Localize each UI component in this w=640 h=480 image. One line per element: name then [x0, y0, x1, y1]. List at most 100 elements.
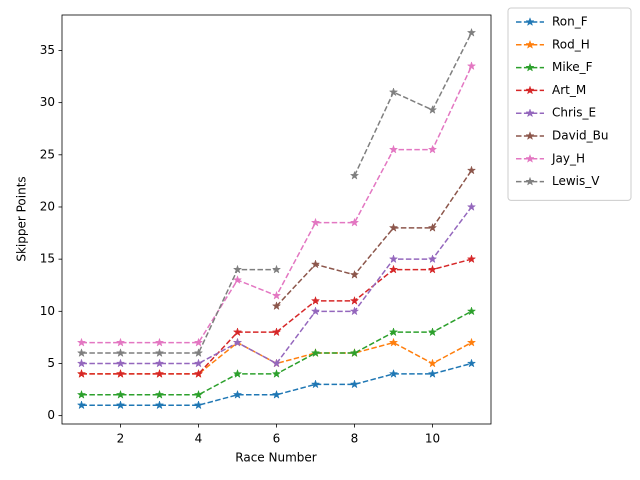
x-tick-label: 8 [351, 432, 359, 446]
y-tick-label: 30 [40, 95, 55, 109]
point-marker [115, 348, 126, 358]
point-marker [76, 389, 87, 399]
point-marker [232, 264, 243, 274]
point-marker [427, 254, 438, 264]
legend-label: David_Bu [552, 129, 608, 143]
x-tick-label: 2 [117, 432, 125, 446]
point-marker [193, 400, 204, 410]
point-marker [466, 202, 477, 211]
point-marker [115, 400, 126, 410]
legend-label: Rod_H [552, 37, 590, 51]
point-marker [115, 389, 126, 399]
point-marker [388, 337, 399, 347]
point-marker [271, 301, 282, 311]
y-tick-label: 15 [40, 252, 55, 266]
point-marker [427, 358, 438, 368]
point-marker [466, 358, 477, 368]
series-line [275, 170, 473, 307]
point-marker [388, 264, 399, 274]
point-marker [154, 358, 165, 368]
point-marker [193, 389, 204, 399]
point-marker [193, 348, 204, 358]
point-marker [466, 61, 477, 71]
point-marker [349, 269, 360, 279]
point-marker [388, 144, 399, 154]
legend-label: Ron_F [552, 15, 588, 29]
x-tick-label: 4 [195, 432, 203, 446]
point-marker [232, 275, 243, 285]
legend-label: Mike_F [552, 60, 593, 74]
point-marker [232, 389, 243, 399]
point-marker [115, 358, 126, 368]
legend: Ron_F Rod_H Mike_F Art_M Chris_E David_Bu Jay_… [507, 7, 632, 201]
point-marker [115, 368, 126, 378]
point-marker [271, 358, 282, 368]
series-line [81, 32, 473, 354]
point-marker [310, 217, 321, 227]
point-marker [349, 306, 360, 316]
x-axis-label: Race Number [235, 451, 316, 465]
legend-label: Chris_E [552, 106, 596, 120]
point-marker [388, 254, 399, 264]
legend-marker [525, 108, 535, 118]
point-marker [427, 104, 438, 114]
y-axis-label: Skipper Points [15, 176, 29, 261]
legend-label: Lewis_V [552, 174, 600, 188]
point-marker [427, 222, 438, 232]
point-marker [427, 144, 438, 154]
point-marker [271, 368, 282, 378]
y-tick-label: 20 [40, 199, 55, 213]
legend-marker [525, 62, 535, 72]
point-marker [232, 327, 243, 337]
point-marker [193, 358, 204, 368]
point-marker [193, 368, 204, 378]
point-marker [271, 389, 282, 399]
point-marker [349, 295, 360, 305]
y-tick-label: 35 [40, 43, 55, 57]
point-marker [310, 259, 321, 269]
point-marker [76, 400, 87, 410]
x-tick-label: 10 [425, 432, 440, 446]
point-marker [349, 348, 360, 358]
axes-frame [61, 14, 492, 425]
point-marker [466, 165, 477, 175]
legend-marker [525, 176, 535, 186]
point-marker [76, 358, 87, 368]
point-marker [232, 368, 243, 378]
y-tick-label: 5 [47, 356, 55, 370]
series-line [81, 258, 472, 375]
x-tick-label: 6 [273, 432, 281, 446]
point-marker [76, 348, 87, 358]
point-marker [349, 217, 360, 227]
point-marker [271, 327, 282, 337]
series-line [81, 362, 472, 406]
point-marker [427, 327, 438, 337]
point-marker [271, 290, 282, 300]
point-marker [76, 368, 87, 378]
point-marker [388, 368, 399, 378]
point-marker [466, 306, 477, 316]
point-marker [310, 306, 321, 316]
point-marker [115, 337, 126, 347]
point-marker [466, 337, 477, 347]
legend-marker [525, 17, 535, 27]
legend-marker [525, 131, 535, 141]
legend-marker [525, 153, 535, 163]
point-marker [349, 379, 360, 389]
point-marker [388, 327, 399, 337]
legend-label: Art_M [552, 83, 586, 97]
legend-label: Jay_H [551, 151, 585, 165]
point-marker [427, 368, 438, 378]
point-marker [154, 348, 165, 358]
legend-box [507, 7, 632, 201]
point-marker [310, 348, 321, 358]
point-marker [154, 337, 165, 347]
point-marker [271, 264, 282, 274]
point-marker [466, 27, 477, 37]
point-marker [154, 389, 165, 399]
point-marker [388, 222, 399, 232]
point-marker [310, 379, 321, 389]
point-marker [427, 264, 438, 274]
y-tick-label: 25 [40, 147, 55, 161]
